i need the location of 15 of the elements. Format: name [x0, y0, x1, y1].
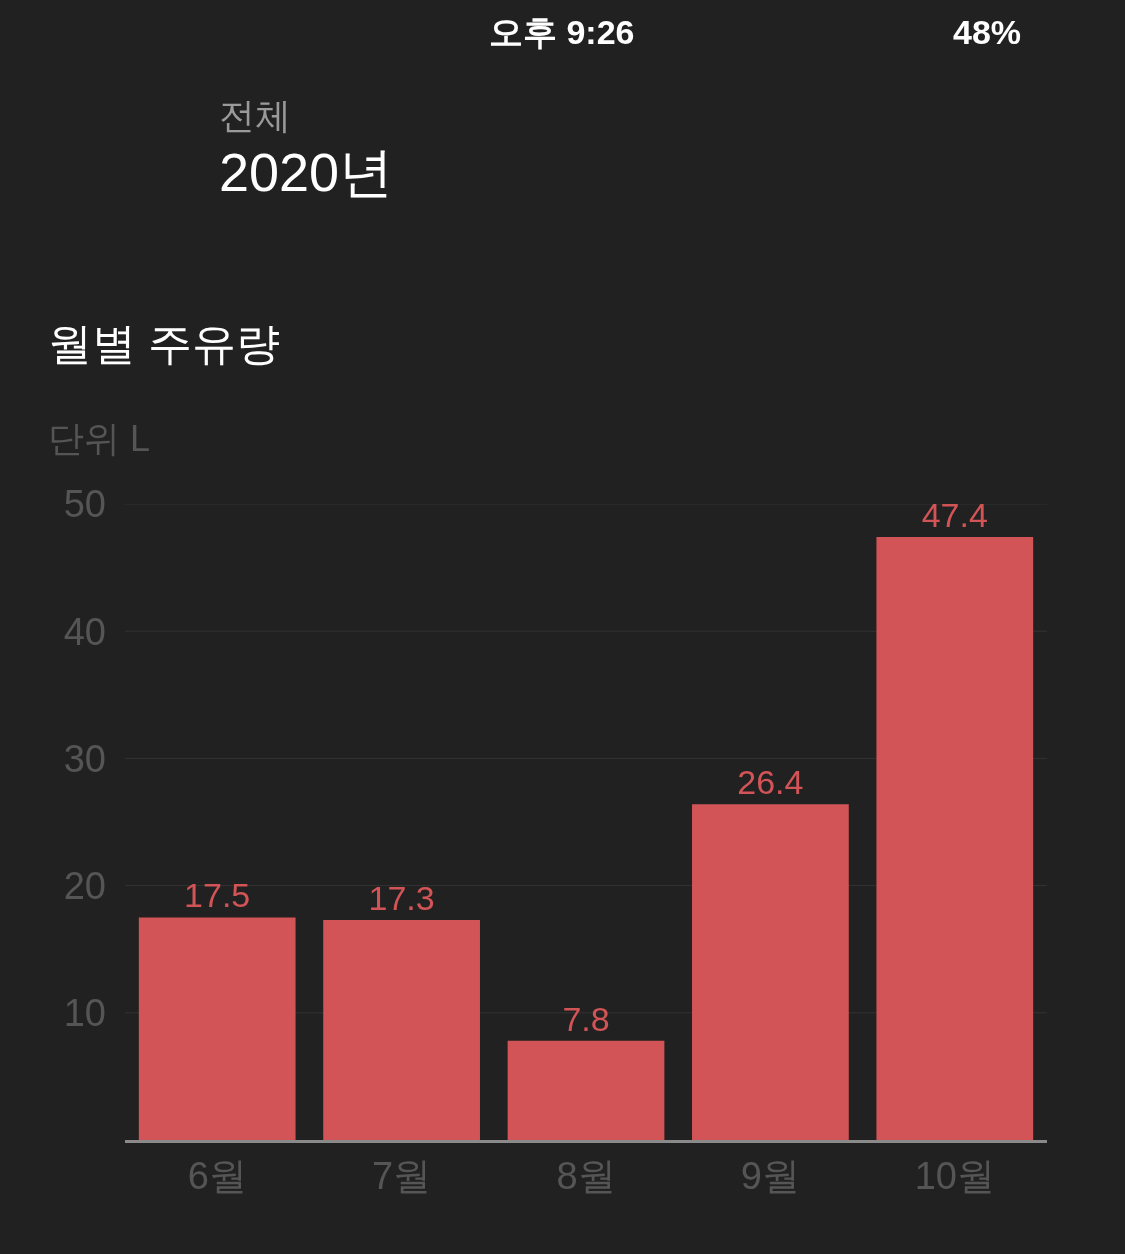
bar: [507, 1040, 665, 1140]
bar: [692, 804, 849, 1140]
text: 전체: [219, 95, 291, 136]
data-label: 7.8: [562, 999, 610, 1038]
text: 오후 9:26: [489, 13, 635, 51]
data-label: 47.4: [921, 496, 988, 535]
text: 48%: [953, 13, 1022, 51]
data-label: 17.3: [368, 878, 435, 917]
text: 2020년: [219, 142, 394, 202]
bar: [138, 917, 296, 1140]
data-label: 17.5: [184, 876, 251, 915]
chart-title: 월별 주유량: [48, 318, 281, 368]
bar: [876, 537, 1034, 1140]
bar: [323, 919, 480, 1140]
data-label: 26.4: [737, 763, 804, 802]
